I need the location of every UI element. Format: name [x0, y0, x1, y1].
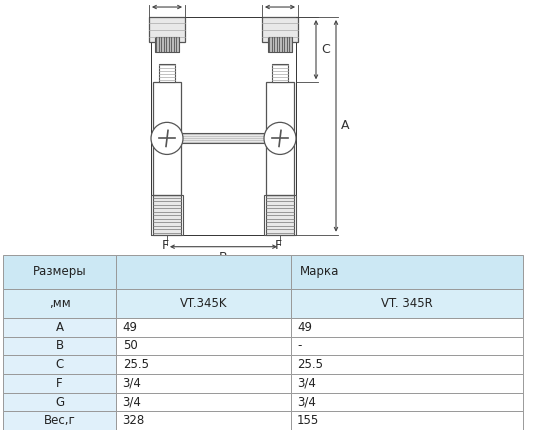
Text: 50: 50 [122, 340, 138, 353]
Bar [159, 64, 175, 82]
Text: Вес,г: Вес,г [44, 414, 75, 427]
Text: Марка: Марка [300, 265, 339, 279]
Bar [117, 393, 291, 411]
Bar [155, 37, 179, 52]
Text: 49: 49 [297, 321, 312, 334]
Bar [117, 374, 291, 393]
Bar [149, 17, 185, 42]
Text: 3/4: 3/4 [297, 396, 316, 409]
Text: G: G [162, 0, 172, 2]
Bar [117, 318, 291, 337]
Bar [117, 355, 291, 374]
Text: VT. 345R: VT. 345R [381, 297, 433, 310]
Bar [117, 411, 291, 430]
Text: F: F [162, 238, 169, 252]
Circle shape [264, 122, 296, 155]
Text: 49: 49 [122, 321, 138, 334]
Text: 3/4: 3/4 [297, 377, 316, 390]
Text: 3/4: 3/4 [122, 377, 141, 390]
Text: 328: 328 [122, 414, 145, 427]
Text: VT.345K: VT.345K [180, 297, 227, 310]
Bar [291, 374, 523, 393]
Bar [266, 82, 294, 194]
Text: G: G [55, 396, 64, 409]
Bar [291, 393, 523, 411]
Bar [151, 194, 183, 235]
Bar [117, 255, 291, 289]
Text: C: C [55, 358, 63, 371]
Bar [3, 318, 117, 337]
Text: -: - [297, 340, 301, 353]
Text: 25.5: 25.5 [297, 358, 323, 371]
Bar [291, 411, 523, 430]
Bar [291, 318, 523, 337]
Bar [3, 289, 117, 318]
Text: ,мм: ,мм [49, 297, 70, 310]
Bar [262, 17, 298, 42]
Text: 25.5: 25.5 [122, 358, 149, 371]
Bar [268, 37, 292, 52]
Text: F: F [56, 377, 63, 390]
Text: F: F [274, 238, 281, 252]
Bar [3, 337, 117, 355]
Bar [3, 355, 117, 374]
Text: 3/4: 3/4 [122, 396, 141, 409]
Bar [117, 337, 291, 355]
Bar [153, 82, 181, 194]
Text: C: C [321, 43, 330, 56]
Text: B: B [55, 340, 63, 353]
Bar [291, 289, 523, 318]
Bar [272, 64, 288, 82]
Bar [153, 194, 181, 235]
Text: B: B [219, 251, 228, 264]
Text: A: A [55, 321, 63, 334]
Text: G: G [275, 0, 285, 2]
Bar [266, 194, 294, 235]
Text: 155: 155 [297, 414, 319, 427]
Text: A: A [341, 119, 350, 132]
Bar [3, 255, 117, 289]
Bar [117, 289, 291, 318]
Bar [291, 255, 523, 289]
Bar [291, 337, 523, 355]
Bar [3, 393, 117, 411]
Bar [264, 194, 296, 235]
Bar [3, 374, 117, 393]
Text: Размеры: Размеры [33, 265, 86, 279]
Bar [181, 133, 266, 143]
Bar [3, 411, 117, 430]
Circle shape [151, 122, 183, 155]
Bar [291, 355, 523, 374]
Bar [151, 17, 296, 235]
